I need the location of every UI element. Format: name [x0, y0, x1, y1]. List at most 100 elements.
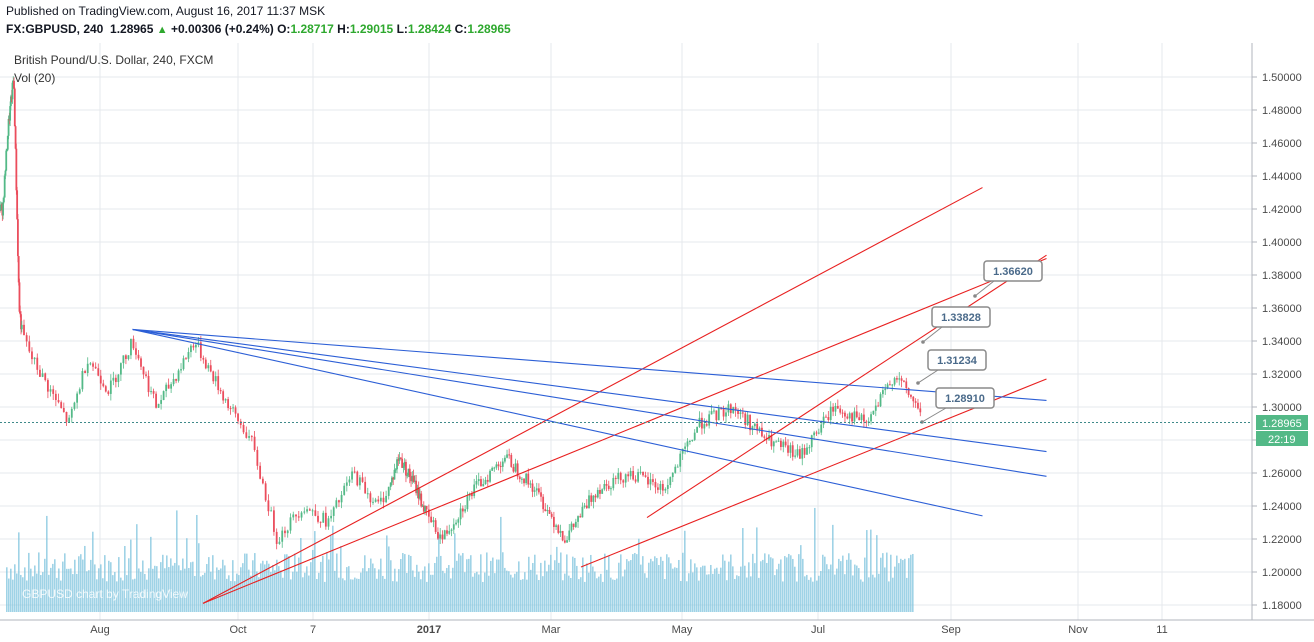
volume-bar — [82, 559, 84, 612]
volume-bar — [388, 546, 390, 612]
candle-body — [374, 499, 377, 502]
candle-body — [484, 479, 487, 485]
volume-bar — [660, 556, 662, 612]
volume-bar — [94, 564, 96, 612]
candle-body — [398, 457, 401, 461]
volume-bar — [764, 553, 766, 612]
callout-box[interactable] — [931, 306, 991, 328]
volume-bar — [844, 574, 846, 612]
volume-bar — [196, 514, 198, 612]
volume-bar — [90, 559, 92, 612]
candle-body — [394, 469, 397, 471]
callout-box[interactable] — [983, 260, 1043, 282]
volume-bar — [590, 554, 592, 612]
volume-bar — [772, 558, 774, 612]
candle-body — [202, 357, 205, 360]
candle-body — [501, 461, 504, 467]
volume-bar — [448, 565, 450, 612]
red-trendline[interactable] — [646, 254, 1047, 519]
candle-body — [900, 378, 903, 381]
volume-bar — [230, 581, 232, 612]
volume-bar — [156, 566, 158, 612]
volume-bar — [300, 538, 302, 612]
red-trendline[interactable] — [202, 187, 983, 604]
candle-body — [5, 150, 8, 171]
y-tick-label: 1.30000 — [1262, 402, 1302, 414]
volume-bar — [512, 577, 514, 612]
volume-bar — [724, 560, 726, 612]
volume-bar — [202, 575, 204, 612]
volume-bar — [322, 555, 324, 612]
volume-bar — [810, 577, 812, 612]
candle-body — [4, 170, 7, 176]
callout-box[interactable] — [935, 387, 995, 409]
blue-trendline[interactable] — [132, 328, 1047, 401]
candle-body — [844, 412, 846, 417]
volume-bar — [884, 567, 886, 612]
candle-body — [907, 387, 910, 395]
volume-bar — [142, 560, 144, 612]
candle-body — [199, 342, 202, 358]
volume-bar — [36, 573, 38, 612]
volume-bar — [642, 556, 644, 612]
volume-bar — [536, 574, 538, 612]
red-trendline[interactable] — [580, 378, 1047, 568]
volume-bar — [80, 554, 82, 612]
change-value: +0.00306 (+0.24%) — [171, 22, 274, 36]
candle-body — [324, 512, 327, 527]
volume-bar — [614, 579, 616, 612]
candle-body — [102, 383, 105, 387]
candle-body — [624, 474, 627, 483]
volume-bar — [646, 577, 648, 612]
x-tick-label: 11 — [1156, 624, 1167, 636]
volume-bar — [874, 577, 876, 612]
volume-bar — [284, 554, 286, 612]
blue-trendline[interactable] — [132, 328, 1047, 477]
volume-bar — [118, 557, 120, 612]
volume-bar — [598, 576, 600, 612]
volume-bar — [342, 578, 344, 612]
volume-bar — [690, 559, 692, 612]
volume-bar — [664, 579, 666, 612]
volume-bar — [718, 573, 720, 612]
candle-body — [679, 453, 682, 467]
volume-bar — [842, 555, 844, 612]
price-chart[interactable]: 1.36620 1.33828 1.31234 1.28910 1.50000 1.48… — [0, 43, 1314, 642]
volume-bar — [464, 572, 466, 612]
volume-bar — [588, 572, 590, 612]
callout-box[interactable] — [927, 349, 987, 371]
candle-body — [60, 402, 63, 408]
candle-body — [417, 487, 420, 499]
volume-bar — [172, 565, 174, 612]
blue-trendline[interactable] — [132, 328, 1047, 453]
candle-body — [3, 175, 6, 198]
candle-body — [14, 126, 17, 149]
volume-bar — [820, 570, 822, 612]
volume-bar — [278, 566, 280, 612]
candle-body — [684, 446, 686, 449]
volume-bar — [888, 581, 890, 612]
candle-body — [627, 474, 630, 477]
candle-body — [829, 406, 832, 420]
volume-bar — [648, 562, 650, 612]
red-trendline[interactable] — [202, 257, 1047, 604]
volume-bar — [716, 567, 718, 612]
candle-body — [132, 338, 135, 349]
candle-body — [327, 518, 330, 527]
candle-body — [884, 388, 887, 391]
volume-bar — [894, 566, 896, 612]
volume-bar — [102, 578, 104, 612]
volume-bar — [198, 543, 200, 612]
volume-bar — [68, 568, 70, 612]
candle-body — [16, 190, 19, 220]
candle-body — [649, 479, 652, 485]
candle-body — [41, 373, 44, 377]
volume-bar — [662, 560, 664, 612]
volume-bar — [910, 554, 912, 612]
volume-bar — [138, 568, 140, 612]
volume-bar — [272, 564, 274, 612]
volume-bar — [452, 567, 454, 612]
candle-body — [827, 417, 830, 420]
volume-bar — [508, 571, 510, 612]
x-tick-label: Oct — [229, 624, 246, 636]
